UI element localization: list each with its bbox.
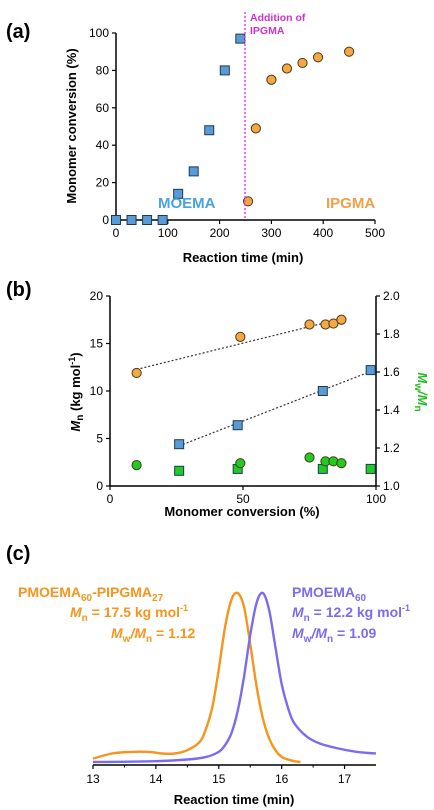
ipgma-conversion-point <box>344 46 355 57</box>
panel-b-ylabel: Mn (kg mol-1) <box>67 352 86 431</box>
panel-c-marks <box>92 591 377 764</box>
panel-a-xtick-label: 200 <box>210 226 230 240</box>
dispersity-point <box>174 465 185 476</box>
panel-c-label: (c) <box>6 543 30 565</box>
moema-conversion-point <box>219 65 230 76</box>
dispersity-point <box>131 460 142 471</box>
panel-a-xtick-label: 0 <box>113 226 120 240</box>
blue-trace-mn: Mn = 12.2 kg mol-1 <box>292 603 410 624</box>
ipgma-conversion-point <box>266 74 277 85</box>
moema-mn-point <box>174 439 185 450</box>
panel-a: (a) 0 100 200 300 400 500 0 20 40 60 80 100 Reactio… <box>6 12 385 265</box>
panel-a-ytick-label: 80 <box>96 63 110 77</box>
homopolymer-gpc-trace <box>92 591 377 764</box>
blue-trace-dispersity: Mw/Mn = 1.09 <box>292 625 377 645</box>
addition-annotation-line1: Addition of <box>250 12 306 24</box>
moema-conversion-point <box>173 188 184 199</box>
panel-a-ytick-label: 60 <box>96 101 110 115</box>
copolymer-gpc-trace <box>92 591 301 764</box>
dispersity-point <box>235 458 246 469</box>
ipgma-conversion-point <box>281 63 293 74</box>
orange-trace-name: PMOEMA60-PIPGMA27 <box>18 584 164 604</box>
panel-a-axes: 0 100 200 300 400 500 0 20 40 60 80 100 <box>89 26 385 240</box>
ipgma-mn-point <box>304 319 315 330</box>
panel-b-xtick-label: 100 <box>366 492 386 506</box>
panel-b-xtick-label: 50 <box>236 492 250 506</box>
panel-b-xtick-label: 0 <box>107 492 114 506</box>
dispersity-point <box>336 458 347 469</box>
panel-a-xtick-label: 100 <box>158 226 178 240</box>
panel-b-label: (b) <box>6 279 32 301</box>
trend-line <box>178 370 371 447</box>
panel-c-xtick-label: 13 <box>86 772 100 786</box>
moema-mn-point <box>232 420 243 431</box>
panel-b-y2tick-label: 1.8 <box>383 327 400 341</box>
blue-trace-legend: PMOEMA60 Mn = 12.2 kg mol-1 Mw/Mn = 1.09 <box>292 584 410 645</box>
panel-b-ytick-label: 10 <box>90 384 104 398</box>
moema-conversion-point <box>235 33 246 44</box>
moema-mn-point <box>317 386 328 396</box>
moema-conversion-point <box>188 166 199 177</box>
dispersity-point <box>304 452 315 463</box>
moema-conversion-point <box>157 215 168 225</box>
panel-a-xlabel: Reaction time (min) <box>183 250 304 265</box>
ipgma-mn-point <box>131 367 142 379</box>
panel-a-xtick-label: 500 <box>365 226 385 240</box>
panel-b-y2tick-label: 1.6 <box>383 365 400 379</box>
panel-a-label: (a) <box>6 21 30 43</box>
moema-conversion-point <box>126 215 137 225</box>
ipgma-series-label: IPGMA <box>326 195 375 212</box>
panel-c-xtick-label: 15 <box>212 772 226 786</box>
panel-a-ylabel: Monomer conversion (%) <box>64 48 79 203</box>
ipgma-conversion-point <box>242 196 254 207</box>
panel-a-ytick-label: 0 <box>102 213 109 227</box>
panel-b-ytick-label: 0 <box>96 479 103 493</box>
panel-b-axes: 0 50 100 0 5 10 15 20 1.0 1.2 1.4 1.6 1.8 2.0 <box>90 289 400 506</box>
addition-annotation-line2: IPGMA <box>250 25 285 37</box>
moema-conversion-point <box>111 215 121 225</box>
panel-b-y2label: Mw/Mn <box>412 372 430 411</box>
panel-b-ytick-label: 5 <box>96 432 103 446</box>
moema-conversion-point <box>142 215 153 225</box>
panel-a-xtick-label: 300 <box>261 226 281 240</box>
panel-a-marks <box>111 33 355 225</box>
ipgma-mn-point <box>336 314 347 325</box>
panel-a-xtick-label: 400 <box>313 226 333 240</box>
panel-c-xlabel: Reaction time (min) <box>174 792 295 807</box>
ipgma-conversion-point <box>297 57 308 69</box>
panel-a-ytick-label: 20 <box>96 176 110 190</box>
panel-c-xtick-label: 14 <box>149 772 163 786</box>
moema-conversion-point <box>204 125 215 136</box>
panel-b-xlabel: Monomer conversion (%) <box>164 504 319 519</box>
panel-a-ytick-label: 40 <box>96 138 110 152</box>
orange-trace-legend: PMOEMA60-PIPGMA27 Mn = 17.5 kg mol-1 Mw/… <box>18 584 196 645</box>
ipgma-conversion-point <box>250 123 261 134</box>
panel-b-y2tick-label: 1.2 <box>383 441 400 455</box>
panel-c: (c) 13 14 15 16 17 Reaction time (min) PMOEM… <box>6 543 410 807</box>
orange-trace-mn: Mn = 17.5 kg mol-1 <box>70 603 188 624</box>
ipgma-mn-point <box>235 331 246 342</box>
panel-b-ytick-label: 15 <box>90 337 104 351</box>
trend-line <box>136 318 342 371</box>
panel-b: (b) 0 50 100 0 5 10 15 20 1.0 1.2 1.4 1.6 1.8 2.0 Mon… <box>6 279 430 519</box>
blue-trace-name: PMOEMA60 <box>292 584 367 604</box>
moema-mn-point <box>365 365 376 376</box>
panel-c-xtick-label: 16 <box>275 772 289 786</box>
orange-trace-dispersity: Mw/Mn = 1.12 <box>111 625 196 645</box>
panel-c-xtick-label: 17 <box>338 772 352 786</box>
moema-series-label: MOEMA <box>158 195 216 212</box>
panel-c-axes: 13 14 15 16 17 <box>86 764 376 786</box>
panel-b-y2tick-label: 2.0 <box>383 289 400 303</box>
panel-b-y2tick-label: 1.0 <box>383 479 400 493</box>
panel-b-marks <box>131 314 376 476</box>
ipgma-conversion-point <box>312 52 324 63</box>
dispersity-point <box>365 463 376 474</box>
panel-b-y2tick-label: 1.4 <box>383 403 400 417</box>
panel-a-ytick-label: 100 <box>89 26 109 40</box>
panel-b-ytick-label: 20 <box>90 289 104 303</box>
